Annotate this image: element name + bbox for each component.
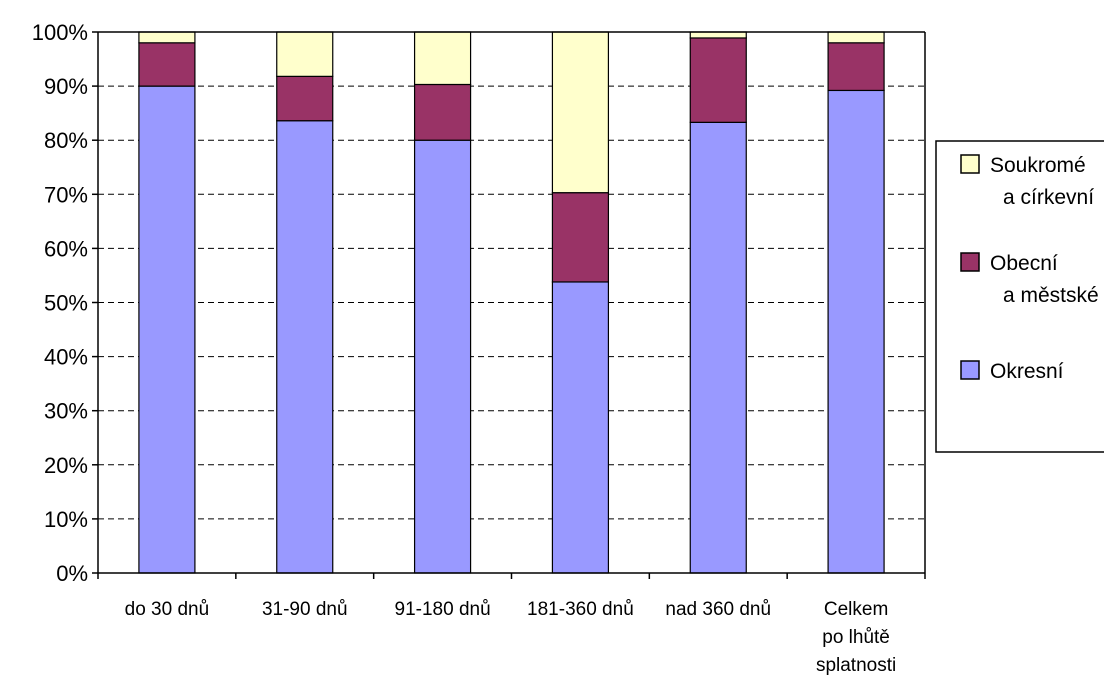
legend-label: Obecní a městské (990, 252, 1099, 307)
bar-segment (551, 192, 610, 283)
bar-segment (138, 42, 196, 87)
legend: Soukromé a církevní Obecní a městské Okresní (935, 140, 1104, 453)
legend-swatch (960, 154, 980, 174)
bar-segment (689, 31, 747, 39)
bar-segment (276, 75, 334, 122)
x-tick-label: 181-360 dnů (527, 599, 634, 620)
bars (138, 31, 885, 574)
bar-segment (138, 31, 196, 44)
y-tick-label: 30% (44, 399, 88, 424)
y-tick-label: 50% (44, 291, 88, 316)
y-tick-label: 70% (44, 182, 88, 207)
bar-segment (689, 37, 747, 123)
bar-segment (276, 120, 334, 574)
bar-segment (138, 85, 196, 574)
bar-segment (689, 121, 747, 574)
y-tick-label: 10% (44, 507, 88, 532)
y-tick-label: 60% (44, 236, 88, 261)
y-tick-label: 40% (44, 345, 88, 370)
legend-box (935, 140, 1104, 453)
x-tick-label: do 30 dnů (125, 599, 210, 620)
gridlines (98, 85, 925, 520)
bar-segment (827, 42, 885, 92)
legend-swatch (960, 360, 980, 380)
bar-segment (827, 31, 885, 44)
y-tick-label: 0% (56, 561, 88, 586)
bar-segment (827, 89, 885, 574)
legend-label: Okresní (990, 360, 1064, 383)
y-tick-label: 80% (44, 128, 88, 153)
x-tick-label: nad 360 dnů (665, 599, 771, 620)
bar-segment (551, 31, 610, 194)
y-tick-label: 20% (44, 453, 88, 478)
bar-segment (551, 281, 610, 574)
x-tick-label: 91-180 dnů (395, 599, 491, 620)
bar-segment (413, 31, 472, 86)
y-tick-label: 100% (32, 20, 88, 45)
axes: 0% 10% 20% 30% 40% 50% 60% 70% 80% 90% 100% do 30 d… (32, 20, 926, 676)
legend-swatch (960, 252, 980, 272)
bar-segment (413, 83, 472, 141)
x-tick-label: 31-90 dnů (262, 599, 348, 620)
x-tick-label: Celkem po lhůtě splatnosti (816, 599, 896, 676)
y-tick-label: 90% (44, 74, 88, 99)
bar-segment (276, 31, 334, 77)
legend-label: Soukromé a církevní (990, 154, 1094, 209)
bar-segment (413, 139, 472, 574)
